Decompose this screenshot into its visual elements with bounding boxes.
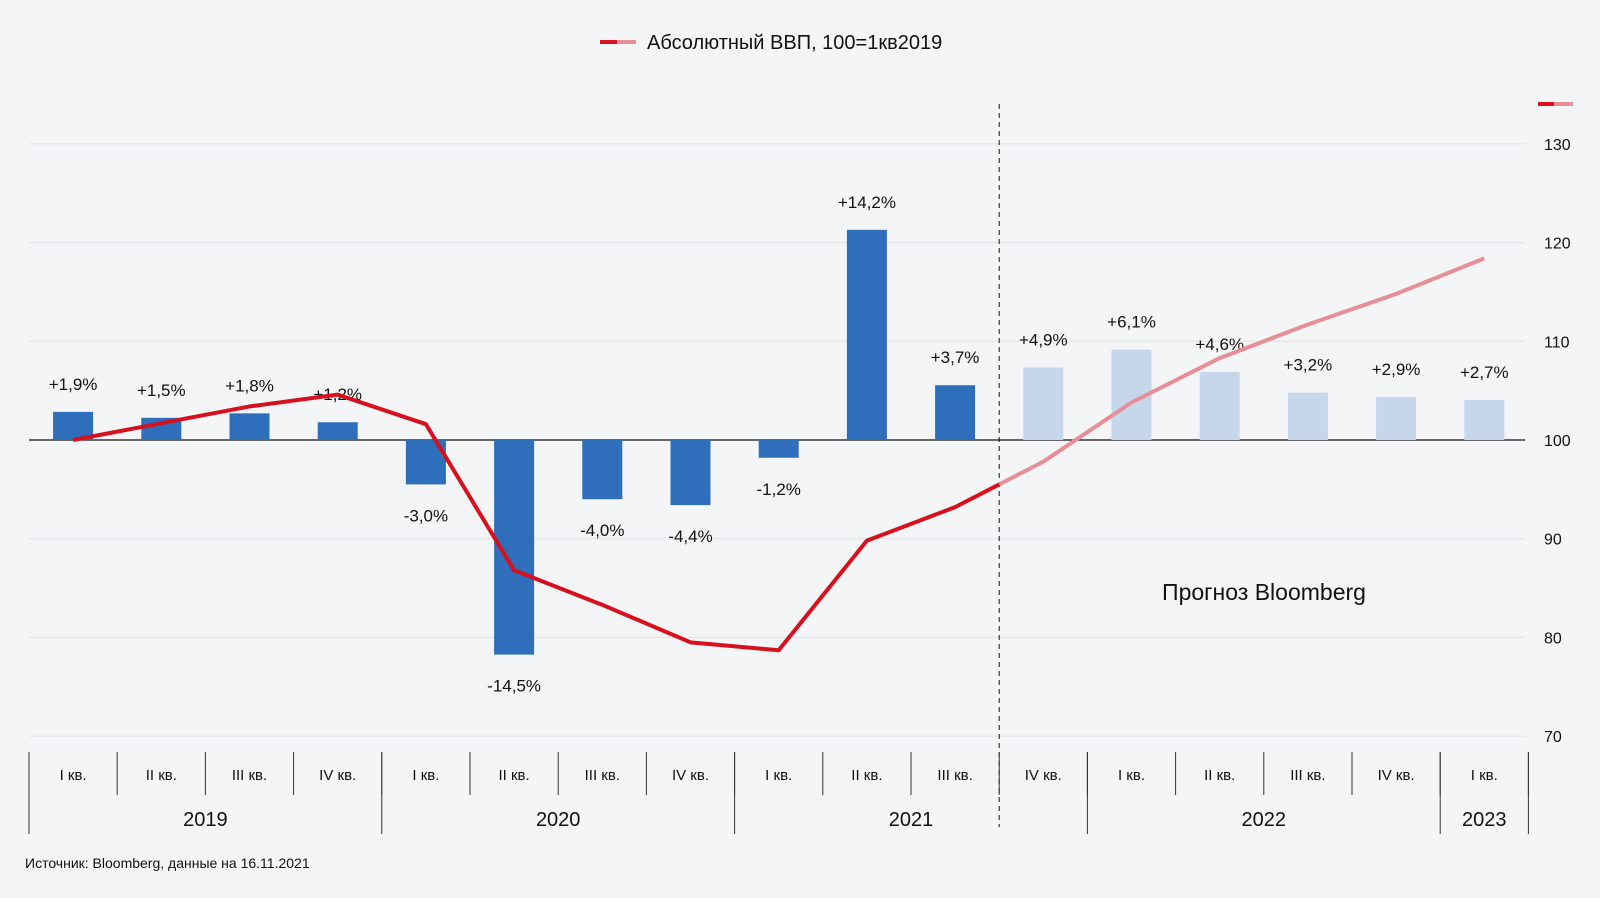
quarter-label: IV кв. <box>1025 767 1062 784</box>
bar <box>846 229 887 440</box>
bar <box>1464 400 1505 440</box>
bar-data-label: +1,5% <box>137 381 186 400</box>
bar-data-label: +2,7% <box>1460 363 1509 382</box>
bar <box>317 422 358 440</box>
legend-label: Абсолютный ВВП, 100=1кв2019 <box>647 32 942 54</box>
quarter-label: II кв. <box>1204 767 1235 784</box>
quarter-label: I кв. <box>60 767 87 784</box>
bar <box>53 411 94 440</box>
bar <box>935 385 976 440</box>
bar-data-label: +4,6% <box>1195 335 1244 354</box>
y-axis: 70 80 90 100 110 120 130 <box>1538 102 1573 746</box>
bar <box>229 413 270 440</box>
quarter-label: III кв. <box>232 767 267 784</box>
bar-data-label: -1,2% <box>756 480 800 499</box>
year-label: 2021 <box>889 809 934 831</box>
forecast-annotation: Прогноз Bloomberg <box>1162 579 1366 605</box>
y-tick-label: 120 <box>1544 236 1571 253</box>
quarter-label: IV кв. <box>1378 767 1415 784</box>
quarter-label: IV кв. <box>319 767 356 784</box>
bar <box>1287 392 1328 440</box>
bar-data-label: +4,9% <box>1019 330 1068 349</box>
quarter-label: II кв. <box>146 767 177 784</box>
bar-data-label: +6,1% <box>1107 313 1156 332</box>
bar-data-label: +3,2% <box>1284 356 1333 375</box>
bar-data-label: -4,4% <box>668 527 712 546</box>
bar <box>1023 367 1064 440</box>
quarter-label: III кв. <box>937 767 972 784</box>
gdp-line <box>72 256 1486 653</box>
quarter-label: II кв. <box>498 767 529 784</box>
year-label: 2023 <box>1462 809 1507 831</box>
source-note: Источник: Bloomberg, данные на 16.11.202… <box>25 855 310 871</box>
year-label: 2019 <box>183 809 228 831</box>
quarter-label: I кв. <box>412 767 439 784</box>
bar <box>582 440 623 500</box>
quarter-label: I кв. <box>765 767 792 784</box>
y-tick-label: 90 <box>1544 532 1562 549</box>
gdp-line-forecast <box>998 256 1486 487</box>
quarter-label: III кв. <box>1290 767 1325 784</box>
legend: Абсолютный ВВП, 100=1кв2019 <box>600 32 942 54</box>
quarter-label: II кв. <box>851 767 882 784</box>
x-axis: I кв. II кв. III кв. IV кв. I кв. II кв. III к… <box>28 752 1529 834</box>
quarter-label: III кв. <box>585 767 620 784</box>
bars: +1,9% +1,5% +1,8% +1,2%-3,0%-14,5%-4,0% -4,4… <box>49 104 1509 827</box>
bar-data-label: -4,0% <box>580 521 624 540</box>
bar-data-label: +14,2% <box>838 193 896 212</box>
y-tick-label: 100 <box>1544 433 1571 450</box>
y-tick-label: 80 <box>1544 630 1562 647</box>
y-tick-label: 110 <box>1544 334 1570 351</box>
quarter-label: I кв. <box>1118 767 1145 784</box>
bar-data-label: +1,8% <box>225 376 274 395</box>
y-tick-label: 130 <box>1544 137 1571 154</box>
year-label: 2022 <box>1242 809 1287 831</box>
bar-data-label: +1,9% <box>49 375 98 394</box>
bar-data-label: -14,5% <box>487 677 541 696</box>
quarter-label: IV кв. <box>672 767 709 784</box>
gdp-line-actual <box>72 392 1001 653</box>
bar <box>1199 371 1240 440</box>
bar-data-label: +2,9% <box>1372 360 1421 379</box>
bar <box>758 440 799 458</box>
bar <box>670 440 711 506</box>
quarter-label: I кв. <box>1471 767 1498 784</box>
year-label: 2020 <box>536 809 581 831</box>
bar-data-label: +3,7% <box>931 348 980 367</box>
bar <box>1376 397 1417 440</box>
bar-data-label: -3,0% <box>404 506 448 525</box>
y-tick-label: 70 <box>1544 729 1562 746</box>
